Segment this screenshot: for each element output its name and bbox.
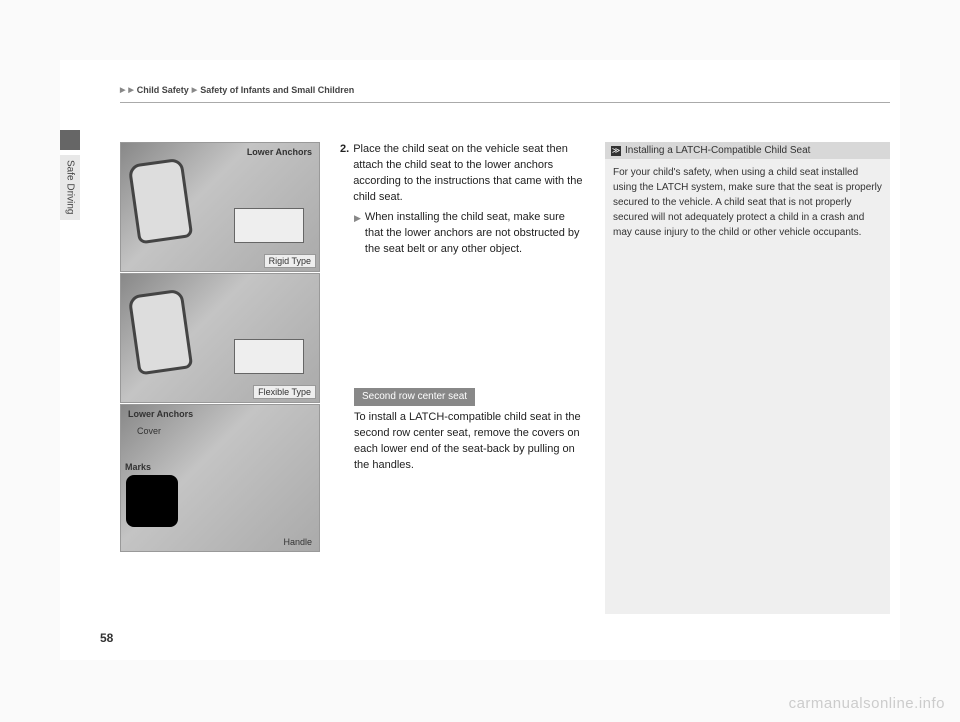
triangle-bullet-icon: ▶	[354, 212, 361, 258]
manual-page: Safe Driving ▶ ▶ Child Safety ▶ Safety o…	[60, 60, 900, 660]
breadcrumb: ▶ ▶ Child Safety ▶ Safety of Infants and…	[120, 85, 354, 95]
section-body: To install a LATCH-compatible child seat…	[354, 410, 585, 474]
sub-text: When installing the child seat, make sur…	[365, 210, 585, 258]
label-marks: Marks	[121, 461, 155, 473]
illustration-flexible-type: Flexible Type	[120, 273, 320, 403]
label-lower-anchors: Lower Anchors	[124, 408, 197, 420]
label-lower-anchors: Lower Anchors	[243, 146, 316, 158]
watermark: carmanualsonline.info	[789, 695, 945, 712]
chevron-right-icon: ▶	[128, 86, 133, 94]
info-column: ≫ Installing a LATCH-Compatible Child Se…	[605, 142, 890, 614]
info-body: For your child's safety, when using a ch…	[605, 159, 890, 614]
info-header-text: Installing a LATCH-Compatible Child Seat	[625, 145, 810, 156]
page-number: 58	[100, 631, 113, 645]
breadcrumb-l1: Child Safety	[137, 85, 189, 95]
sub-bullet: ▶ When installing the child seat, make s…	[354, 210, 585, 258]
illustration-column: Lower Anchors Rigid Type Flexible Type L…	[120, 142, 320, 553]
marks-icon	[126, 475, 178, 527]
side-tab: Safe Driving	[60, 155, 80, 220]
step-2: 2. Place the child seat on the vehicle s…	[340, 142, 585, 206]
step-number: 2.	[340, 142, 349, 206]
label-flexible-type: Flexible Type	[253, 385, 316, 399]
info-header: ≫ Installing a LATCH-Compatible Child Se…	[605, 142, 890, 159]
breadcrumb-l2: Safety of Infants and Small Children	[200, 85, 354, 95]
chevron-right-icon: ▶	[192, 86, 197, 94]
illustration-rigid-type: Lower Anchors Rigid Type	[120, 142, 320, 272]
child-seat-icon	[128, 289, 194, 376]
section-tag: Second row center seat	[354, 388, 475, 407]
label-rigid-type: Rigid Type	[264, 254, 316, 268]
step-text: Place the child seat on the vehicle seat…	[353, 142, 585, 206]
connector-shape	[234, 339, 304, 374]
child-seat-icon	[128, 158, 194, 245]
section-marker	[60, 130, 80, 150]
divider	[120, 102, 890, 103]
connector-shape	[234, 208, 304, 243]
label-cover: Cover	[133, 425, 165, 437]
label-handle: Handle	[279, 536, 316, 548]
info-icon: ≫	[611, 146, 621, 156]
illustration-second-row: Lower Anchors Cover Marks Handle	[120, 404, 320, 552]
chevron-right-icon: ▶	[120, 86, 125, 94]
instruction-column: 2. Place the child seat on the vehicle s…	[340, 142, 585, 474]
